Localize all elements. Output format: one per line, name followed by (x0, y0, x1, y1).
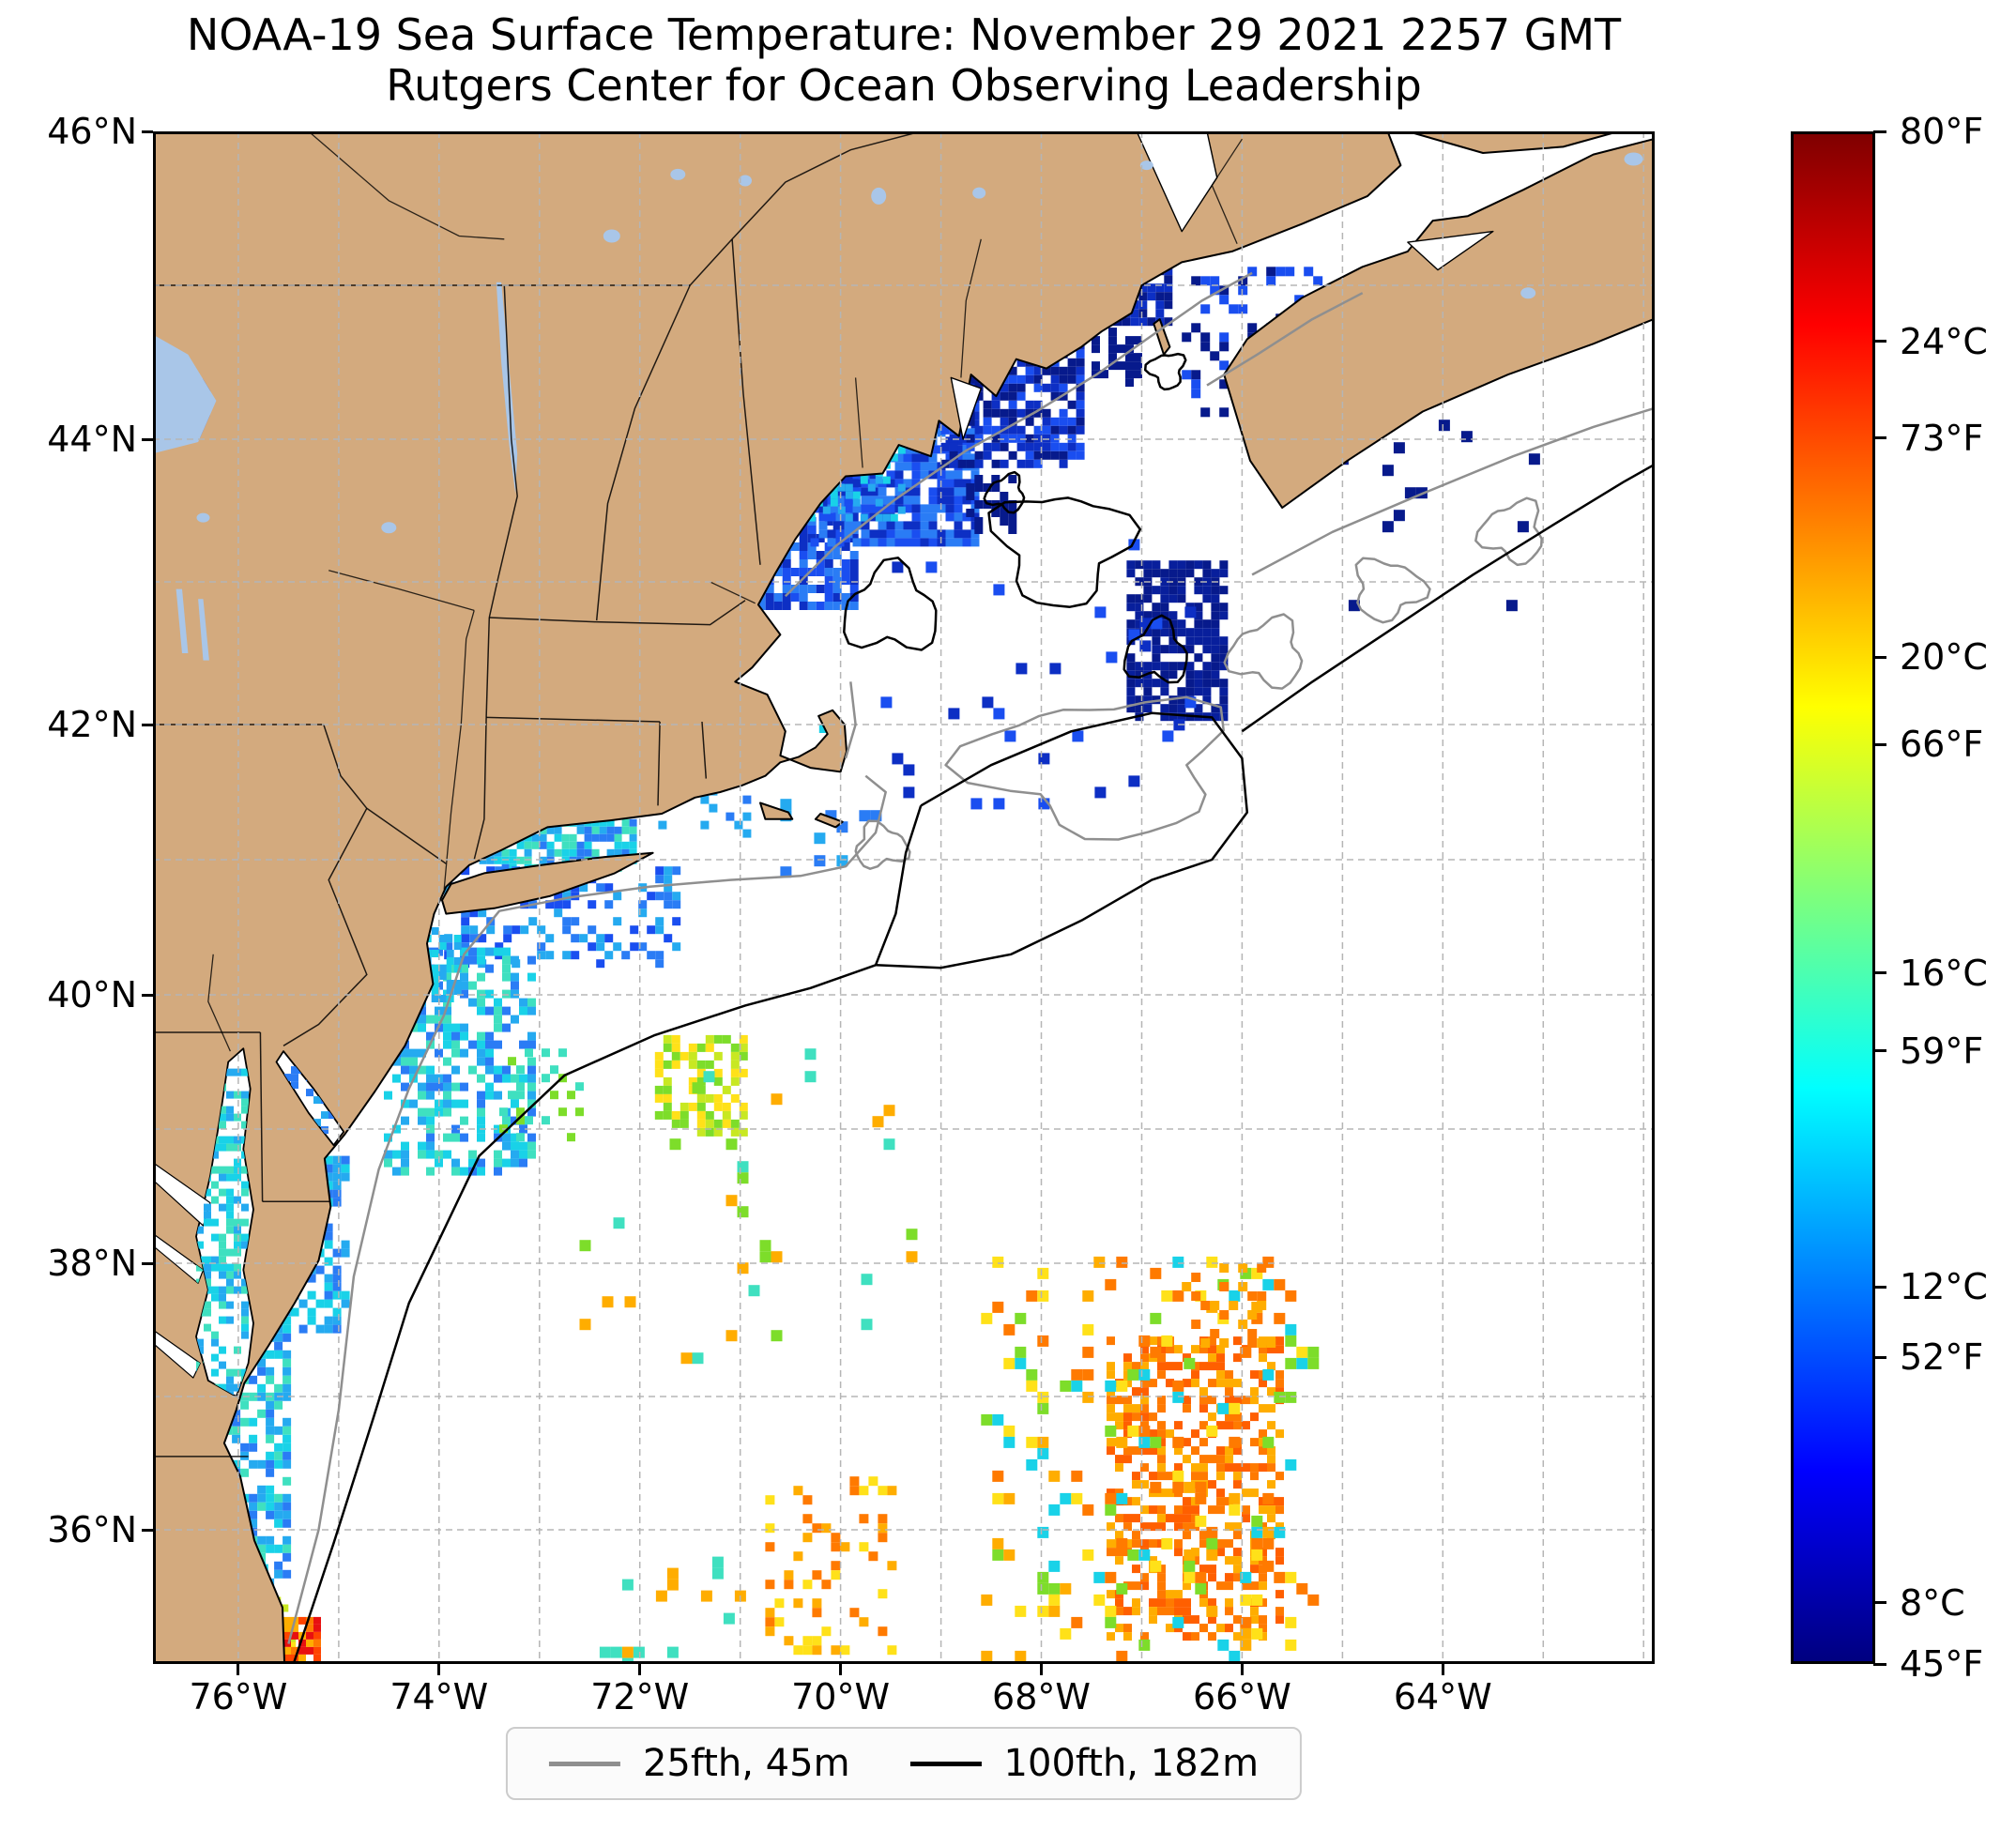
y-tick-label: 42°N (47, 704, 137, 745)
x-tick-label: 72°W (590, 1676, 690, 1717)
x-tick-label: 74°W (389, 1676, 489, 1717)
map-plot-area (153, 131, 1655, 1664)
x-tick-label: 66°W (1192, 1676, 1291, 1717)
colorbar-tick-mark (1873, 1285, 1886, 1289)
colorbar-tick-label: 20°C (1900, 636, 1988, 679)
legend-item-25fth: 25fth, 45m (548, 1742, 850, 1785)
colorbar-tick-label: 12°C (1900, 1266, 1988, 1308)
x-tick-label: 64°W (1393, 1676, 1492, 1717)
colorbar-tick-mark (1873, 1355, 1886, 1359)
graticule (153, 131, 1655, 1664)
y-tick-mark (142, 1528, 153, 1532)
x-tick-mark (638, 1664, 642, 1675)
plot-frame (153, 131, 1655, 1664)
contour-100fth (292, 352, 1655, 1664)
colorbar-tick-label: 59°F (1900, 1030, 1984, 1072)
colorbar-tick-mark (1873, 1662, 1886, 1666)
colorbar-tick-label: 52°F (1900, 1336, 1984, 1379)
y-tick-mark (142, 723, 153, 726)
y-tick-mark (142, 1261, 153, 1265)
sst-layer-chesapeake-bay (196, 1068, 249, 1397)
y-tick-label: 36°N (47, 1509, 137, 1550)
y-tick-label: 38°N (47, 1243, 137, 1284)
y-tick-mark (142, 437, 153, 441)
legend-label-25fth: 25fth, 45m (642, 1742, 850, 1785)
x-tick-mark (839, 1664, 843, 1675)
x-tick-mark (237, 1664, 240, 1675)
x-tick-label: 68°W (992, 1676, 1091, 1717)
colorbar-tick-mark (1873, 1049, 1886, 1053)
x-tick-mark (1240, 1664, 1244, 1675)
contour-legend: 25fth, 45m 100fth, 182m (505, 1727, 1303, 1800)
x-tick-mark (1441, 1664, 1444, 1675)
y-tick-mark (142, 993, 153, 997)
land-layer (153, 131, 1655, 1664)
colorbar-tick-mark (1873, 971, 1886, 975)
colorbar-tick-mark (1873, 436, 1886, 440)
colorbar-tick-mark (1873, 742, 1886, 746)
x-tick-label: 70°W (791, 1676, 891, 1717)
state-borders-layer (153, 131, 922, 1458)
legend-line-25fth (548, 1761, 620, 1766)
x-tick-label: 76°W (189, 1676, 288, 1717)
colorbar-tick-label: 16°C (1900, 952, 1988, 994)
chart-subtitle: Rutgers Center for Ocean Observing Leade… (386, 60, 1422, 111)
colorbar-tick-label: 24°C (1900, 320, 1988, 362)
colorbar-tick-mark (1873, 130, 1886, 133)
colorbar-tick-label: 80°F (1900, 111, 1984, 152)
lakes-layer (153, 152, 1643, 661)
legend-label-100fth: 100fth, 182m (1003, 1742, 1260, 1785)
colorbar-tick-mark (1873, 1601, 1886, 1605)
colorbar-tick-label: 73°F (1900, 417, 1984, 459)
y-tick-label: 40°N (47, 974, 137, 1015)
colorbar (1791, 131, 1875, 1664)
colorbar-tick-mark (1873, 340, 1886, 343)
x-tick-mark (1040, 1664, 1043, 1675)
y-tick-label: 44°N (47, 419, 137, 460)
y-tick-label: 46°N (47, 111, 137, 152)
chart-title: NOAA-19 Sea Surface Temperature: Novembe… (186, 9, 1622, 60)
legend-line-100fth (909, 1761, 982, 1766)
legend-item-100fth: 100fth, 182m (909, 1742, 1260, 1785)
colorbar-tick-mark (1873, 655, 1886, 659)
y-tick-mark (142, 130, 153, 133)
colorbar-tick-label: 8°C (1900, 1581, 1965, 1624)
x-tick-mark (437, 1664, 441, 1675)
sst-map (153, 131, 1655, 1664)
colorbar-tick-label: 45°F (1900, 1643, 1984, 1685)
colorbar-tick-label: 66°F (1900, 724, 1984, 766)
